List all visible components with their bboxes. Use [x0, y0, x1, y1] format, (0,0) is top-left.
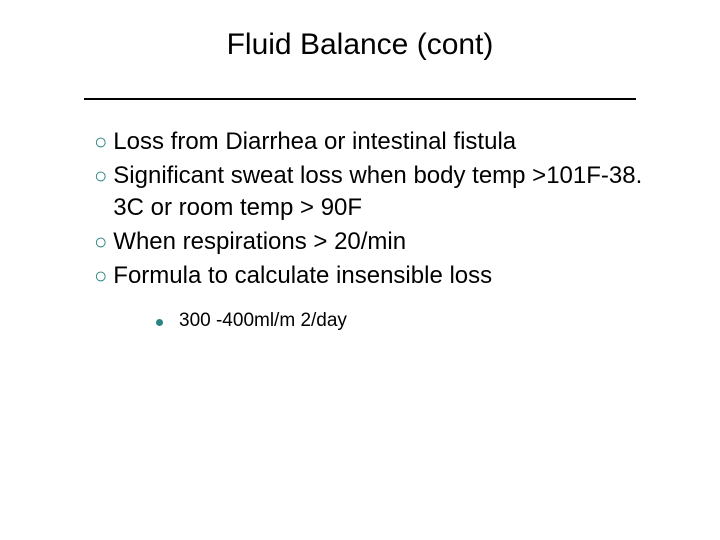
hollow-circle-icon: ○	[94, 160, 107, 192]
hollow-circle-icon: ○	[94, 226, 107, 258]
content-area: ○ Loss from Diarrhea or intestinal fistu…	[94, 126, 654, 332]
bullet-text: When respirations > 20/min	[113, 226, 406, 258]
hollow-circle-icon: ○	[94, 126, 107, 158]
list-item: ○ Significant sweat loss when body temp …	[94, 160, 654, 224]
bullet-text: Formula to calculate insensible loss	[113, 260, 492, 292]
slide-title: Fluid Balance (cont)	[0, 28, 720, 62]
title-divider	[84, 98, 636, 100]
list-item: ○ Loss from Diarrhea or intestinal fistu…	[94, 126, 654, 158]
bullet-text: Loss from Diarrhea or intestinal fistula	[113, 126, 516, 158]
sub-list-item: 300 -400ml/m 2/day	[156, 310, 654, 332]
list-item: ○ Formula to calculate insensible loss	[94, 260, 654, 292]
hollow-circle-icon: ○	[94, 260, 107, 292]
bullet-text: Significant sweat loss when body temp >1…	[113, 160, 654, 224]
filled-circle-icon	[156, 319, 163, 326]
sub-bullet-text: 300 -400ml/m 2/day	[179, 310, 347, 332]
list-item: ○ When respirations > 20/min	[94, 226, 654, 258]
